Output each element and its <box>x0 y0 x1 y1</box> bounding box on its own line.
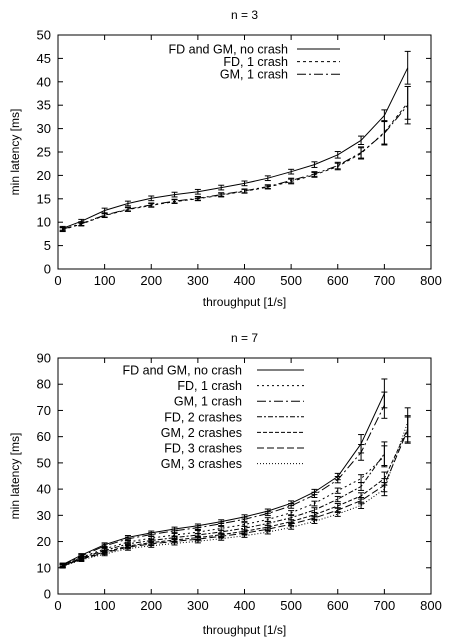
x-tick-label: 200 <box>140 598 162 613</box>
x-tick-label: 500 <box>280 598 302 613</box>
x-tick-label: 300 <box>187 598 209 613</box>
x-tick-label: 100 <box>94 598 116 613</box>
y-tick-label: 5 <box>44 238 51 253</box>
x-tick-label: 100 <box>94 273 116 288</box>
x-tick-label: 600 <box>327 273 349 288</box>
y-tick-label: 70 <box>37 403 51 418</box>
x-tick-label: 800 <box>420 598 442 613</box>
legend-label: GM, 1 crash <box>174 395 242 409</box>
plot-frame <box>57 357 432 595</box>
legend-label: FD, 1 crash <box>223 55 288 69</box>
y-tick-label: 45 <box>37 51 51 66</box>
x-axis-label: throughput [1/s] <box>203 623 286 637</box>
series-line <box>62 429 409 567</box>
y-axis-label: min latency [ms] <box>8 109 22 196</box>
x-tick-label: 500 <box>280 273 302 288</box>
y-tick-label: 60 <box>37 429 51 444</box>
y-tick-label: 35 <box>37 98 51 113</box>
series-line <box>62 428 409 567</box>
chart-title: n = 3 <box>231 8 258 22</box>
legend-label: GM, 1 crash <box>220 68 288 82</box>
chart-panel-1: n = 3 0 100 200 300 400 500 600 700 800 0 5 10 15 20 25… <box>8 8 442 309</box>
series-line <box>62 67 409 229</box>
chart-panel-2: n = 7 0 100 200 300 400 500 600 700 800 0 10 20 30 40 5… <box>8 331 442 637</box>
plot-frame <box>57 34 432 270</box>
legend-label: FD and GM, no crash <box>169 43 289 57</box>
y-tick-label: 40 <box>37 74 51 89</box>
y-tick-label: 50 <box>37 28 51 43</box>
y-tick-label: 40 <box>37 482 51 497</box>
y-tick-label: 30 <box>37 508 51 523</box>
series-3 <box>59 85 411 232</box>
x-tick-label: 700 <box>374 598 396 613</box>
y-tick-label: 90 <box>37 351 51 366</box>
chart-title: n = 7 <box>231 331 258 345</box>
x-tick-label: 0 <box>54 273 61 288</box>
y-tick-label: 10 <box>37 560 51 575</box>
x-tick-label: 800 <box>420 273 442 288</box>
y-tick-label: 25 <box>37 145 51 160</box>
y-tick-label: 30 <box>37 121 51 136</box>
y-tick-label: 20 <box>37 168 51 183</box>
legend-label: GM, 2 crashes <box>161 426 242 440</box>
x-tick-label: 0 <box>54 598 61 613</box>
legend-label: FD, 2 crashes <box>164 410 242 424</box>
y-tick-label: 0 <box>44 262 51 277</box>
legend-label: FD and GM, no crash <box>123 364 243 378</box>
x-tick-label: 400 <box>234 273 256 288</box>
y-tick-label: 15 <box>37 191 51 206</box>
x-tick-label: 200 <box>140 273 162 288</box>
x-tick-label: 600 <box>327 598 349 613</box>
y-tick-label: 0 <box>44 587 51 602</box>
y-tick-label: 80 <box>37 377 51 392</box>
x-tick-label: 400 <box>234 598 256 613</box>
x-tick-label: 700 <box>374 273 396 288</box>
y-axis-label: min latency [ms] <box>8 433 22 520</box>
y-tick-label: 20 <box>37 534 51 549</box>
x-tick-label: 300 <box>187 273 209 288</box>
y-tick-label: 50 <box>37 455 51 470</box>
y-tick-label: 10 <box>37 215 51 230</box>
legend-label: FD, 1 crash <box>177 379 242 393</box>
legend-label: FD, 3 crashes <box>164 442 242 456</box>
series-7 <box>59 407 411 569</box>
legend-label: GM, 3 crashes <box>161 457 242 471</box>
series-line <box>62 104 409 230</box>
x-axis-label: throughput [1/s] <box>203 295 286 309</box>
